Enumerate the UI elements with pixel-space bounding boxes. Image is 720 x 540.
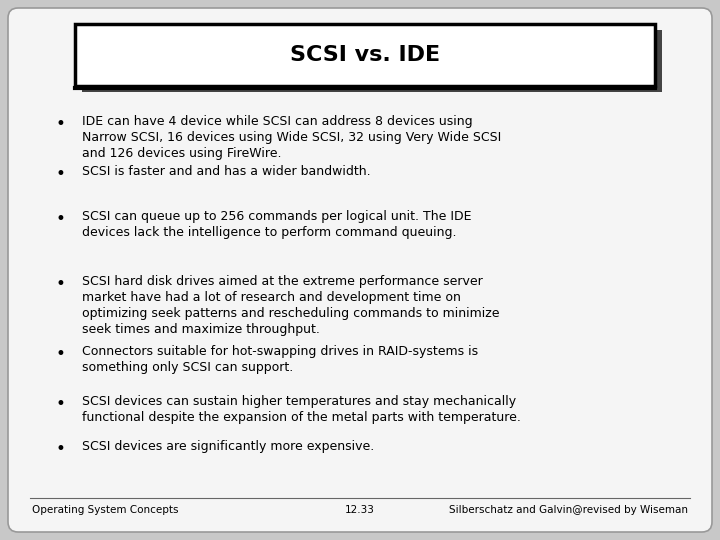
Text: SCSI devices are significantly more expensive.: SCSI devices are significantly more expe…	[82, 440, 374, 453]
Text: •: •	[55, 165, 65, 183]
Text: SCSI is faster and and has a wider bandwidth.: SCSI is faster and and has a wider bandw…	[82, 165, 371, 178]
Text: 12.33: 12.33	[345, 505, 375, 515]
Bar	[82, 30, 662, 92]
Text: Silberschatz and Galvin@revised by Wiseman: Silberschatz and Galvin@revised by Wisem…	[449, 505, 688, 515]
Text: IDE can have 4 device while SCSI can address 8 devices using
Narrow SCSI, 16 dev: IDE can have 4 device while SCSI can add…	[82, 115, 501, 160]
Text: •: •	[55, 210, 65, 228]
Text: SCSI hard disk drives aimed at the extreme performance server
market have had a : SCSI hard disk drives aimed at the extre…	[82, 275, 500, 336]
Text: •: •	[55, 440, 65, 458]
Text: •: •	[55, 115, 65, 133]
Text: SCSI vs. IDE: SCSI vs. IDE	[290, 45, 440, 65]
Text: SCSI devices can sustain higher temperatures and stay mechanically
functional de: SCSI devices can sustain higher temperat…	[82, 395, 521, 424]
Text: •: •	[55, 395, 65, 413]
Text: •: •	[55, 345, 65, 363]
Bar	[75, 24, 655, 86]
Text: Connectors suitable for hot-swapping drives in RAID-systems is
something only SC: Connectors suitable for hot-swapping dri…	[82, 345, 478, 374]
Text: •: •	[55, 275, 65, 293]
Text: Operating System Concepts: Operating System Concepts	[32, 505, 179, 515]
FancyBboxPatch shape	[8, 8, 712, 532]
Text: SCSI can queue up to 256 commands per logical unit. The IDE
devices lack the int: SCSI can queue up to 256 commands per lo…	[82, 210, 472, 239]
